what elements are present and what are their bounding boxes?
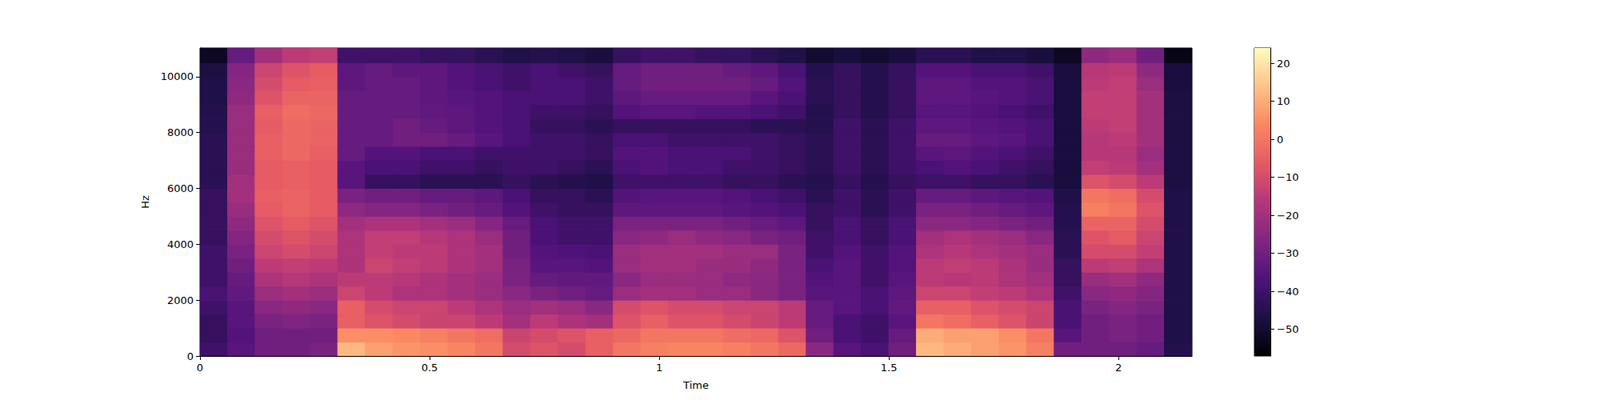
svg-text:1.5: 1.5 — [880, 361, 898, 374]
svg-text:Time: Time — [682, 379, 709, 392]
svg-text:−50: −50 — [1276, 323, 1299, 336]
svg-text:1: 1 — [656, 361, 663, 374]
svg-text:10000: 10000 — [160, 70, 194, 83]
svg-text:Hz: Hz — [139, 195, 152, 209]
svg-text:2: 2 — [1115, 361, 1122, 374]
svg-text:0: 0 — [196, 361, 204, 374]
svg-text:10: 10 — [1276, 95, 1291, 108]
svg-text:−40: −40 — [1276, 285, 1299, 298]
svg-text:6000: 6000 — [167, 182, 194, 195]
svg-text:2000: 2000 — [167, 294, 194, 307]
svg-text:−20: −20 — [1276, 209, 1299, 222]
svg-text:−30: −30 — [1276, 247, 1299, 260]
svg-text:4000: 4000 — [167, 238, 194, 251]
svg-text:8000: 8000 — [167, 126, 194, 139]
svg-text:0: 0 — [187, 350, 194, 363]
svg-text:−10: −10 — [1276, 171, 1299, 184]
svg-text:20: 20 — [1276, 57, 1291, 70]
svg-text:0.5: 0.5 — [421, 361, 439, 374]
svg-text:0: 0 — [1276, 133, 1284, 146]
